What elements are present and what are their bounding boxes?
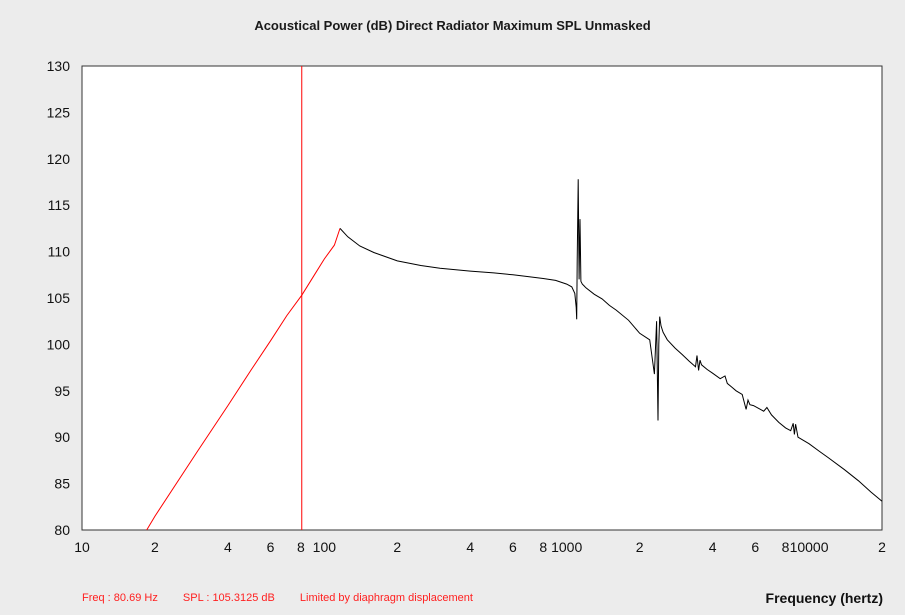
chart-title: Acoustical Power (dB) Direct Radiator Ma… [254,18,651,33]
x-tick-label: 6 [267,539,275,555]
status-bar: Freq : 80.69 Hz SPL : 105.3125 dB Limite… [82,592,495,604]
x-tick-label: 8 [539,539,547,555]
plot-background [81,65,883,531]
x-tick-label: 4 [466,539,474,555]
x-tick-label: 10000 [790,539,829,555]
series-max-spl-line [339,179,883,502]
x-tick-label: 2 [878,539,886,555]
x-axis-ticks: 10 2 4 6 8 100 2 4 6 8 1000 2 4 6 8 10000 2 [74,539,886,555]
x-tick-label: 4 [709,539,717,555]
x-tick-label: 10 [74,539,90,555]
x-tick-label: 2 [151,539,159,555]
y-tick-label: 120 [47,151,71,167]
plot-area[interactable]: 80 85 90 95 100 105 110 115 120 125 130 10 2 4 6 8 100 2… [0,0,905,590]
x-tick-label: 6 [509,539,517,555]
x-tick-label: 4 [224,539,232,555]
x-tick-label: 2 [393,539,401,555]
y-tick-label: 115 [48,197,71,213]
x-axis-label: Frequency (hertz) [765,590,883,606]
series-group [146,179,883,531]
y-tick-label: 130 [47,58,71,74]
status-frequency: Freq : 80.69 Hz [82,592,158,604]
y-tick-label: 85 [54,476,70,492]
status-limit-note: Limited by diaphragm displacement [299,592,473,604]
y-tick-label: 95 [54,383,70,399]
x-tick-label: 6 [751,539,759,555]
status-spl: SPL : 105.3125 dB [182,592,275,604]
x-tick-label: 8 [782,539,790,555]
x-tick-label: 1000 [551,539,582,555]
x-tick-label: 100 [313,539,337,555]
y-tick-label: 80 [54,522,70,538]
y-tick-label: 90 [54,429,70,445]
x-tick-label: 2 [636,539,644,555]
y-tick-label: 110 [48,244,71,260]
x-tick-label: 8 [297,539,305,555]
y-axis-ticks: 80 85 90 95 100 105 110 115 120 125 130 [47,58,71,538]
y-tick-label: 100 [47,336,71,352]
y-tick-label: 125 [47,104,71,120]
y-tick-label: 105 [47,290,71,306]
series-displacement-limited-line [146,228,341,531]
